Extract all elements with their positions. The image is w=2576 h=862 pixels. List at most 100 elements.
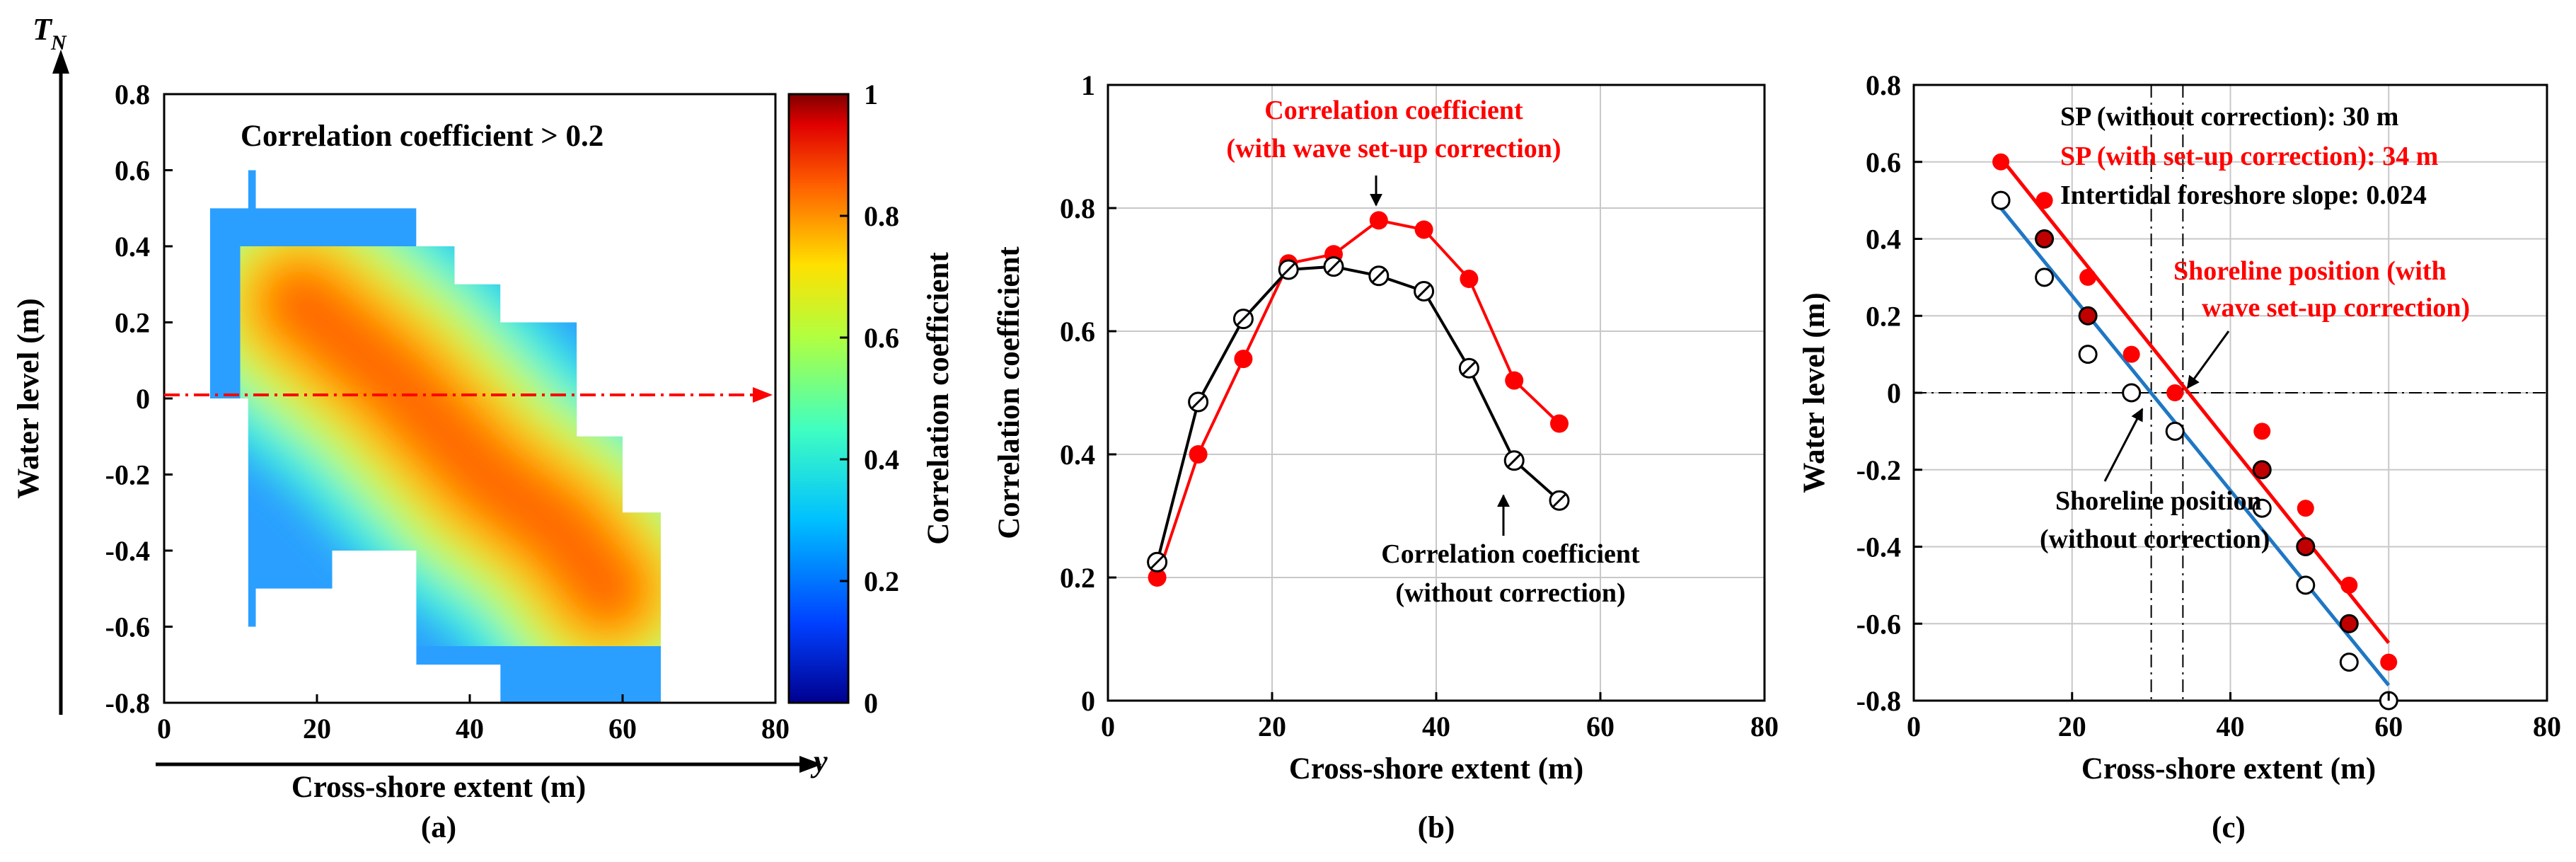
a-xtick-label: 0: [157, 713, 171, 745]
c-annot-black-line2: (without correction): [2040, 524, 2270, 554]
c-legend-sp-with: SP (with set-up correction): 34 m: [2060, 142, 2438, 171]
a-y-ticks: 0.8 0.6 0.4 0.2 0 -0.2 -0.4 -0.6 -0.8: [105, 79, 173, 719]
b-xtick-label: 80: [1750, 711, 1779, 742]
tn-axis-arrow: [52, 50, 69, 74]
c-ytick-label: 0: [1887, 377, 1901, 409]
c-xtick-label: 80: [2533, 711, 2561, 742]
a-ytick-label: -0.8: [105, 687, 150, 719]
a-ytick-label: -0.2: [105, 459, 150, 491]
b-point-red: [1460, 270, 1479, 289]
y-axis-symbol: y: [810, 744, 828, 778]
c-point-red: [2035, 192, 2053, 209]
panel-a: T N y Correlation coefficient > 0.2 0.80…: [12, 12, 955, 844]
b-ytick-label: 0.6: [1060, 316, 1095, 347]
caption-b: (b): [1418, 811, 1455, 844]
colorbar-tick-label: 0.6: [864, 322, 899, 354]
heatmap-title: Correlation coefficient > 0.2: [241, 120, 603, 153]
a-ylabel: Water level (m): [12, 298, 45, 498]
c-point-red: [2166, 384, 2184, 401]
c-point-open: [2296, 575, 2316, 595]
b-point-black-slash: [1191, 394, 1206, 410]
a-ytick-label: -0.4: [105, 535, 150, 567]
c-y-ticks: 0.8 0.6 0.4 0.2 0 -0.2 -0.4 -0.6 -0.8: [1856, 69, 1922, 717]
b-ytick-label: 0.4: [1060, 439, 1095, 471]
c-fit-line-0: [1999, 156, 2391, 644]
b-point-black-slash: [1150, 555, 1165, 570]
c-point-red: [2380, 653, 2398, 671]
heatmap-blur-layer: [209, 170, 661, 703]
colorbar-tick-label: 1: [864, 79, 878, 110]
a-xtick-label: 20: [303, 713, 331, 745]
c-legend-sp-without: SP (without correction): 30 m: [2060, 102, 2398, 132]
colorbar-tick-label: 0.2: [864, 565, 899, 597]
c-fit-line-1: [1999, 207, 2391, 686]
c-ytick-label: -0.8: [1856, 685, 1901, 717]
b-ytick-label: 0: [1081, 685, 1095, 717]
b-series-line-0: [1155, 219, 1561, 578]
b-point-red: [1234, 350, 1253, 369]
c-point-open: [2339, 653, 2359, 672]
c-point-red: [2253, 423, 2271, 440]
c-point-open: [2165, 421, 2185, 441]
a-ytick-label: 0.8: [115, 79, 150, 110]
b-annot-black-line2: (without correction): [1395, 578, 1625, 608]
panel-c: 0.80.60.40.20-0.2-0.4-0.6-0.8 0 20 40 60 80 …: [1798, 69, 2561, 844]
c-point-open: [2252, 498, 2272, 518]
b-ytick-label: 1: [1081, 69, 1095, 101]
a-xtick-label: 60: [608, 713, 637, 745]
b-point-black-slash: [1326, 259, 1341, 274]
c-point-overlap: [2035, 229, 2055, 248]
a-ytick-label: 0.6: [115, 155, 150, 187]
b-xtick-label: 40: [1422, 711, 1450, 742]
heatmap-band-orange: [262, 265, 646, 628]
c-annot-black-line1: Shoreline position: [2055, 486, 2262, 516]
c-legend-slope: Intertidal foreshore slope: 0.024: [2060, 180, 2427, 210]
c-point-overlap: [2296, 537, 2316, 556]
c-xtick-label: 0: [1907, 711, 1921, 742]
b-point-red: [1505, 371, 1524, 390]
b-ytick-label: 0.8: [1060, 192, 1095, 224]
c-annot-red-line2: wave set-up correction): [2202, 293, 2470, 323]
c-point-red: [2079, 268, 2097, 286]
tn-axis-symbol: T: [33, 12, 53, 47]
c-ytick-label: -0.6: [1856, 608, 1901, 640]
caption-c: (c): [2212, 811, 2246, 844]
c-fit-lines: [1999, 156, 2391, 686]
c-point-red: [2297, 500, 2314, 517]
b-xtick-label: 60: [1586, 711, 1615, 742]
c-point-red: [2340, 576, 2358, 594]
c-ytick-label: 0.8: [1866, 69, 1901, 101]
c-ytick-label: -0.2: [1856, 454, 1901, 486]
b-y-ticks: 0 0.2 0.4 0.6 0.8 1: [1060, 69, 1116, 717]
c-point-red: [2122, 345, 2140, 363]
b-point-black-slash: [1236, 311, 1251, 326]
b-point-black-slash: [1281, 262, 1296, 277]
c-xlabel: Cross-shore extent (m): [2081, 752, 2376, 786]
b-xtick-label: 20: [1258, 711, 1286, 742]
a-xtick-label: 40: [456, 713, 484, 745]
b-annot-black-line1: Correlation coefficient: [1381, 539, 1640, 569]
b-x-ticks: 0 20 40 60 80: [1101, 692, 1779, 742]
c-ytick-label: 0.6: [1866, 146, 1901, 178]
b-point-black-slash: [1507, 453, 1522, 468]
colorbar: [787, 93, 850, 704]
b-series-line-1: [1155, 265, 1561, 563]
c-xtick-label: 60: [2374, 711, 2403, 742]
a-xlabel: Cross-shore extent (m): [291, 771, 586, 804]
b-xlabel: Cross-shore extent (m): [1289, 752, 1583, 786]
colorbar-tick-label: 0.4: [864, 444, 899, 476]
b-point-black-slash: [1552, 493, 1567, 508]
c-xtick-label: 40: [2217, 711, 2245, 742]
c-point-open: [2078, 345, 2098, 364]
c-point-overlap: [2078, 306, 2098, 326]
a-x-ticks: 0 20 40 60 80: [157, 694, 790, 745]
c-ytick-label: 0.2: [1866, 300, 1901, 332]
c-annot-black-arrow: [2103, 408, 2144, 482]
c-point-overlap: [2252, 460, 2272, 480]
colorbar-tick-label: 0.8: [864, 200, 899, 232]
b-annot-red-line1: Correlation coefficient: [1264, 96, 1523, 125]
colorbar-ticks: 0 0.2 0.4 0.6 0.8 1: [840, 79, 899, 719]
a-ytick-label: 0: [136, 383, 150, 415]
b-series: [1147, 211, 1570, 587]
